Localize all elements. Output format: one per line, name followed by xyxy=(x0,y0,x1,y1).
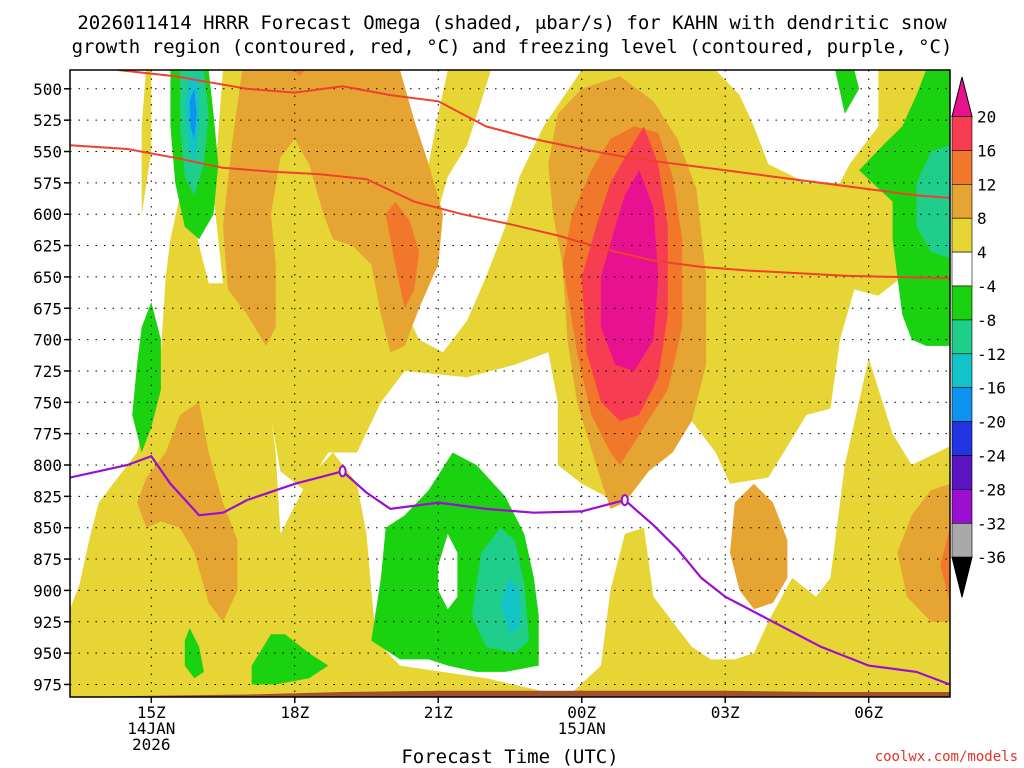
y-tick-label-625: 625 xyxy=(33,237,62,256)
omega-region--4-2 xyxy=(184,628,204,679)
x-axis-label: Forecast Time (UTC) xyxy=(401,746,618,768)
y-tick-label-800: 800 xyxy=(33,456,62,475)
colorbar-segment--8-to--4 xyxy=(951,285,973,321)
y-tick-label-725: 725 xyxy=(33,362,62,381)
x-tick-label-03Z-0: 03Z xyxy=(711,703,740,722)
colorbar-label--4: -4 xyxy=(977,277,996,296)
y-tick-label-875: 875 xyxy=(33,550,62,569)
colorbar-label--32: -32 xyxy=(977,514,1006,533)
colorbar-label--24: -24 xyxy=(977,447,1006,466)
y-tick-label-675: 675 xyxy=(33,299,62,318)
omega-region-8-3 xyxy=(730,483,788,610)
chart-title-line1: 2026011414 HRRR Forecast Omega (shaded, … xyxy=(77,12,947,34)
colorbar-segment--16-to--12 xyxy=(951,353,973,388)
ground-surface xyxy=(70,690,950,697)
x-tick-label-00Z-0: 00Z xyxy=(567,703,596,722)
colorbar-label-12: 12 xyxy=(977,175,996,194)
omega-region-12-3 xyxy=(294,70,305,77)
colorbar-label--8: -8 xyxy=(977,311,996,330)
colorbar-over-triangle xyxy=(951,76,973,117)
freezing-level-label-1 xyxy=(338,465,347,478)
y-tick-label-850: 850 xyxy=(33,519,62,538)
contour-lines xyxy=(70,70,950,697)
omega-region--8-2 xyxy=(916,145,950,259)
x-tick-label-15Z-0: 15Z xyxy=(137,703,166,722)
omega-region--12-1 xyxy=(500,577,520,635)
freezing-level-line xyxy=(70,454,950,686)
chart-title-line2: growth region (contoured, red, °C) and f… xyxy=(72,36,953,58)
y-tick-label-575: 575 xyxy=(33,174,62,193)
y-tick-label-500: 500 xyxy=(33,80,62,99)
colorbar-label-4: 4 xyxy=(977,243,987,262)
x-tick-label-15Z-1: 14JAN xyxy=(127,719,175,738)
y-tick-label-775: 775 xyxy=(33,425,62,444)
y-tick-label-600: 600 xyxy=(33,205,62,224)
y-tick-label-750: 750 xyxy=(33,393,62,412)
omega-region--16-0 xyxy=(189,88,197,139)
plot-area xyxy=(69,69,951,698)
y-tick-label-700: 700 xyxy=(33,331,62,350)
x-tick-label-18Z-0: 18Z xyxy=(280,703,309,722)
x-tick-label-21Z-0: 21Z xyxy=(424,703,453,722)
plot-frame xyxy=(69,69,951,698)
omega-region-8-0 xyxy=(223,70,443,353)
colorbar-label--12: -12 xyxy=(977,345,1006,364)
y-tick-label-900: 900 xyxy=(33,581,62,600)
y-tick-label-825: 825 xyxy=(33,487,62,506)
colorbar-segment-8-to-12 xyxy=(951,184,973,219)
omega-region-8-2 xyxy=(137,402,238,622)
dendritic-contour-2 xyxy=(70,144,950,280)
colorbar-segment--24-to--20 xyxy=(951,421,973,456)
colorbar-segment--28-to--24 xyxy=(951,455,973,490)
omega-region--4-1 xyxy=(132,302,161,453)
omega-region-4-1 xyxy=(141,70,152,215)
omega-region-20-0 xyxy=(600,170,659,371)
colorbar-label-20: 20 xyxy=(977,108,996,127)
colorbar-label-16: 16 xyxy=(977,141,996,160)
dendritic-contour-1 xyxy=(117,70,950,199)
omega-region-8-4 xyxy=(897,483,950,622)
colorbar-segment-4-to-8 xyxy=(951,217,973,253)
colorbar-segment--4-to-4 xyxy=(951,251,973,287)
credit-text: coolwx.com/models xyxy=(875,749,1018,765)
colorbar-segment-12-to-16 xyxy=(951,150,973,185)
y-tick-label-950: 950 xyxy=(33,644,62,663)
y-tick-label-525: 525 xyxy=(33,111,62,130)
omega-region-4-0 xyxy=(70,195,950,697)
colorbar-label--28: -28 xyxy=(977,480,1006,499)
x-tick-label-15Z-2: 2026 xyxy=(132,735,171,754)
y-tick-label-650: 650 xyxy=(33,268,62,287)
omega-region--4-3 xyxy=(251,634,329,685)
colorbar-label--20: -20 xyxy=(977,413,1006,432)
colorbar-segment--20-to--16 xyxy=(951,387,973,422)
colorbar-segment--36-to--32 xyxy=(951,522,973,558)
y-tick-label-550: 550 xyxy=(33,143,62,162)
y-tick-label-975: 975 xyxy=(33,675,62,694)
omega-region-12-1 xyxy=(385,201,420,309)
y-axis: 500 525 550 575 600 625 650 675 700 725 750 775 800 8… xyxy=(33,80,70,694)
x-tick-label-00Z-1: 15JAN xyxy=(558,719,606,738)
colorbar-under-triangle xyxy=(951,556,973,598)
omega-region-4-3 xyxy=(428,70,491,227)
x-tick-label-06Z-0: 06Z xyxy=(854,703,883,722)
colorbar-label--36: -36 xyxy=(977,548,1006,567)
colorbar-label-8: 8 xyxy=(977,209,987,228)
colorbar-label--16: -16 xyxy=(977,379,1006,398)
colorbar-segment-16-to-20 xyxy=(951,116,973,151)
omega-region--4-6 xyxy=(835,70,860,114)
colorbar-segment--12-to--8 xyxy=(951,319,973,355)
freezing-level-label-2 xyxy=(620,494,629,507)
y-tick-label-925: 925 xyxy=(33,613,62,632)
colorbar-segment--32-to--28 xyxy=(951,489,973,524)
colorbar: 20 16 12 8 4 -4 -8 -12 -16 -20 -24 -28 -32 -36 xyxy=(951,76,1006,598)
omega-region-12-2 xyxy=(940,527,950,603)
